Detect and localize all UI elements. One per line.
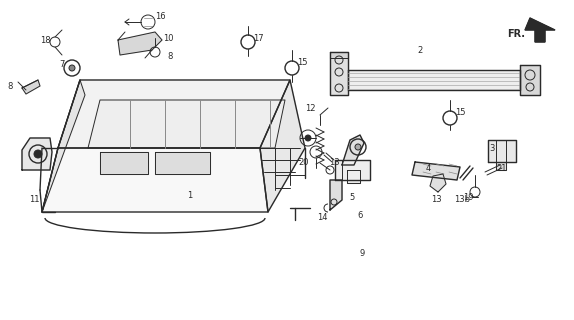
Polygon shape [347,170,360,183]
Circle shape [355,144,361,150]
Circle shape [305,135,311,141]
Polygon shape [42,148,268,212]
Text: 3: 3 [489,143,495,153]
Text: 14: 14 [317,213,327,222]
Polygon shape [330,52,348,58]
Text: 15: 15 [297,58,307,67]
Polygon shape [22,138,52,170]
Text: 20: 20 [298,157,309,166]
Polygon shape [88,100,285,148]
Polygon shape [155,152,210,174]
Text: 2: 2 [417,45,422,54]
Polygon shape [430,174,446,192]
Polygon shape [330,52,348,95]
Text: 6: 6 [357,212,363,220]
Polygon shape [335,160,370,180]
Text: 9: 9 [359,250,364,259]
Text: 19: 19 [463,194,473,203]
Text: 13: 13 [329,157,339,166]
Polygon shape [58,80,290,148]
Polygon shape [260,80,305,212]
Text: 18: 18 [40,36,51,44]
Text: 17: 17 [253,34,263,43]
Text: 12: 12 [305,103,315,113]
Text: 21: 21 [497,164,507,172]
Circle shape [69,65,75,71]
Text: 10: 10 [163,34,173,43]
Circle shape [34,150,42,158]
Text: 13: 13 [430,196,441,204]
Text: 11: 11 [29,196,39,204]
Text: 7: 7 [59,60,65,68]
Polygon shape [496,162,506,170]
Polygon shape [525,18,555,42]
Text: 16: 16 [154,12,165,20]
Text: 4: 4 [425,164,430,172]
Text: 8: 8 [167,52,173,60]
Text: 15: 15 [455,108,466,116]
Polygon shape [342,135,364,165]
Text: 8: 8 [7,82,13,91]
Polygon shape [118,32,162,55]
Polygon shape [330,180,342,210]
Text: 13b: 13b [454,196,470,204]
Text: FR.: FR. [507,29,525,39]
Polygon shape [22,80,40,94]
Polygon shape [42,80,85,212]
Polygon shape [488,140,516,162]
Polygon shape [348,70,520,90]
Text: 1: 1 [187,190,193,199]
Polygon shape [412,162,460,180]
Polygon shape [520,65,540,95]
Text: 5: 5 [350,194,355,203]
Polygon shape [100,152,148,174]
